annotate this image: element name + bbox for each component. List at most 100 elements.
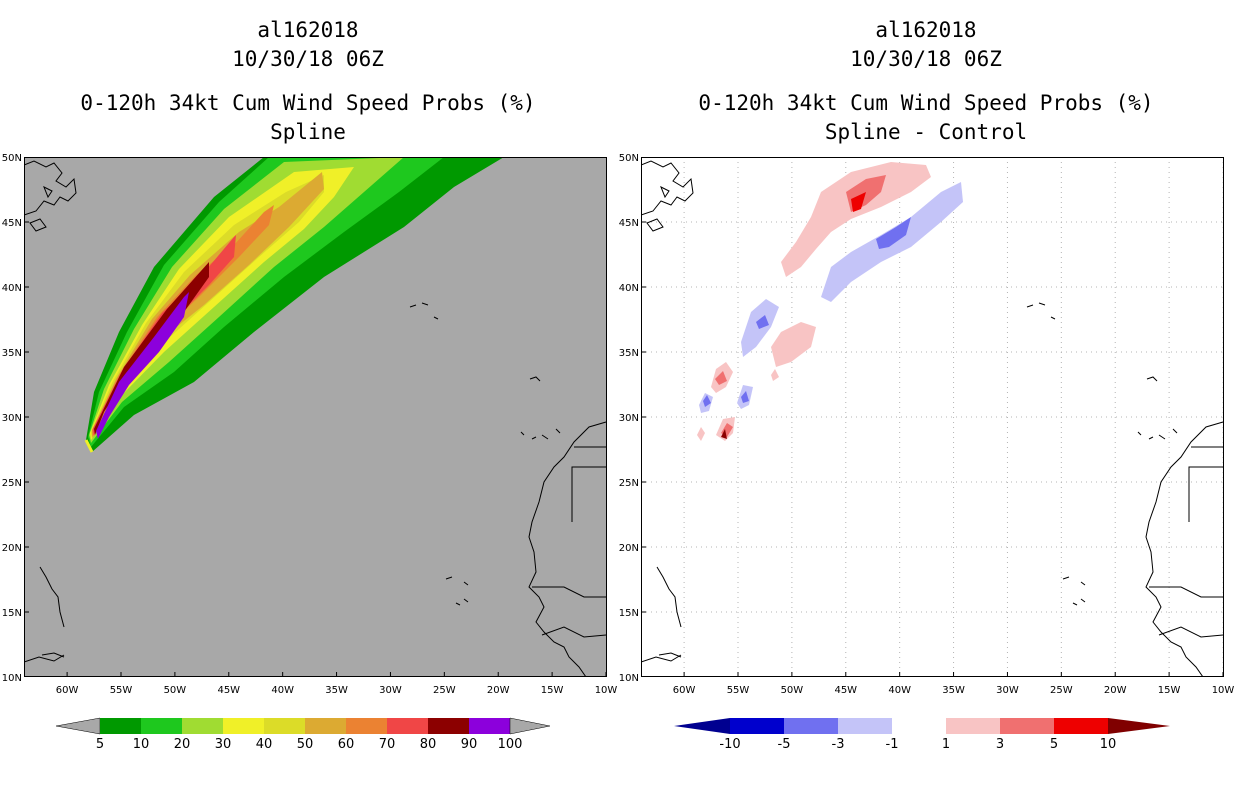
colorbar-low-arrow — [55, 717, 101, 735]
colorbar-swatch — [141, 718, 182, 734]
lon-label: 40W — [888, 685, 911, 696]
lon-label: 55W — [727, 685, 750, 696]
left-probability-swath — [84, 157, 504, 453]
colorbar-swatch — [469, 718, 510, 734]
lon-label: 25W — [433, 685, 456, 696]
colorbar-label: 1 — [942, 737, 950, 752]
lon-label: 15W — [1158, 685, 1181, 696]
left-title-block: al162018 10/30/18 06Z 0-120h 34kt Cum Wi… — [8, 16, 608, 147]
lat-label: 40N — [619, 283, 639, 294]
left-storm-id: al162018 — [257, 18, 359, 42]
lon-label: 30W — [996, 685, 1019, 696]
colorbar-label: 30 — [215, 737, 232, 752]
colorbar-swatch — [387, 718, 428, 734]
lat-label: 45N — [619, 218, 639, 229]
lon-label: 10W — [1212, 685, 1235, 696]
lon-label: 55W — [110, 685, 133, 696]
left-axis-ticks — [24, 157, 607, 677]
lon-label: 10W — [595, 685, 618, 696]
lon-label: 25W — [1050, 685, 1073, 696]
lat-label: 10N — [2, 673, 22, 684]
colorbar-high-arrow — [509, 717, 551, 735]
right-method-label: Spline - Control — [824, 120, 1028, 144]
colorbar-label: 40 — [256, 737, 273, 752]
lat-label: 45N — [2, 218, 22, 229]
right-colorbar: -10 -5 -3 -1 1 3 5 10 — [674, 718, 1170, 752]
lon-label: 50W — [164, 685, 187, 696]
colorbar-low-arrow — [674, 718, 730, 734]
colorbar-label: 5 — [96, 737, 104, 752]
right-axis-ticks — [641, 157, 1224, 677]
colorbar-swatch — [838, 718, 892, 734]
right-difference-fields — [697, 162, 963, 441]
colorbar-swatch — [100, 718, 141, 734]
lon-label: 45W — [217, 685, 240, 696]
lon-label: 35W — [942, 685, 965, 696]
lon-label: 20W — [1104, 685, 1127, 696]
left-colorbar: 5 10 20 30 40 50 60 70 80 90 100 — [55, 717, 551, 752]
right-datetime: 10/30/18 06Z — [850, 47, 1002, 71]
colorbar-swatch — [223, 718, 264, 734]
lat-label: 25N — [619, 478, 639, 489]
lat-label: 10N — [619, 673, 639, 684]
lat-label: 30N — [2, 413, 22, 424]
lat-label: 40N — [2, 283, 22, 294]
colorbar-swatch — [730, 718, 784, 734]
lat-label: 30N — [619, 413, 639, 424]
colorbar-label: 60 — [338, 737, 355, 752]
lon-label: 40W — [271, 685, 294, 696]
lon-label: 50W — [781, 685, 804, 696]
lat-label: 50N — [2, 153, 22, 164]
lon-label: 60W — [673, 685, 696, 696]
lat-label: 50N — [619, 153, 639, 164]
colorbar-label: -1 — [886, 737, 899, 752]
colorbar-high-arrow — [1108, 718, 1170, 734]
colorbar-label: 70 — [379, 737, 396, 752]
colorbar-swatch — [428, 718, 469, 734]
lon-label: 20W — [487, 685, 510, 696]
lat-label: 25N — [2, 478, 22, 489]
colorbar-label: 50 — [297, 737, 314, 752]
lat-label: 20N — [2, 543, 22, 554]
right-title-block: al162018 10/30/18 06Z 0-120h 34kt Cum Wi… — [626, 16, 1226, 147]
colorbar-swatch — [264, 718, 305, 734]
lat-label: 35N — [619, 348, 639, 359]
right-gridlines — [641, 157, 1224, 677]
lon-label: 60W — [56, 685, 79, 696]
right-coastlines — [641, 160, 1224, 677]
colorbar-swatch — [346, 718, 387, 734]
colorbar-label: 90 — [461, 737, 478, 752]
colorbar-label: 100 — [498, 737, 523, 752]
colorbar-label: 20 — [174, 737, 191, 752]
colorbar-label: -5 — [778, 737, 791, 752]
right-product-title: 0-120h 34kt Cum Wind Speed Probs (%) — [698, 91, 1154, 115]
colorbar-label: -3 — [832, 737, 845, 752]
lat-label: 15N — [2, 608, 22, 619]
left-datetime: 10/30/18 06Z — [232, 47, 384, 71]
colorbar-swatch — [1054, 718, 1108, 734]
right-difference-map — [641, 157, 1224, 677]
lat-label: 35N — [2, 348, 22, 359]
left-coastlines — [24, 160, 607, 677]
colorbar-swatch — [182, 718, 223, 734]
colorbar-label: 3 — [996, 737, 1004, 752]
colorbar-label: -10 — [719, 737, 740, 752]
lon-label: 35W — [325, 685, 348, 696]
lon-label: 15W — [541, 685, 564, 696]
colorbar-swatch — [946, 718, 1000, 734]
lat-label: 15N — [619, 608, 639, 619]
lon-label: 45W — [834, 685, 857, 696]
lon-label: 30W — [379, 685, 402, 696]
colorbar-label: 10 — [133, 737, 150, 752]
left-product-title: 0-120h 34kt Cum Wind Speed Probs (%) — [80, 91, 536, 115]
left-probability-map — [24, 157, 607, 677]
left-method-label: Spline — [270, 120, 346, 144]
right-storm-id: al162018 — [875, 18, 977, 42]
colorbar-swatch — [1000, 718, 1054, 734]
colorbar-swatch — [305, 718, 346, 734]
colorbar-label: 80 — [420, 737, 437, 752]
colorbar-swatch — [892, 718, 946, 734]
colorbar-swatch — [784, 718, 838, 734]
lat-label: 20N — [619, 543, 639, 554]
colorbar-label: 10 — [1100, 737, 1117, 752]
